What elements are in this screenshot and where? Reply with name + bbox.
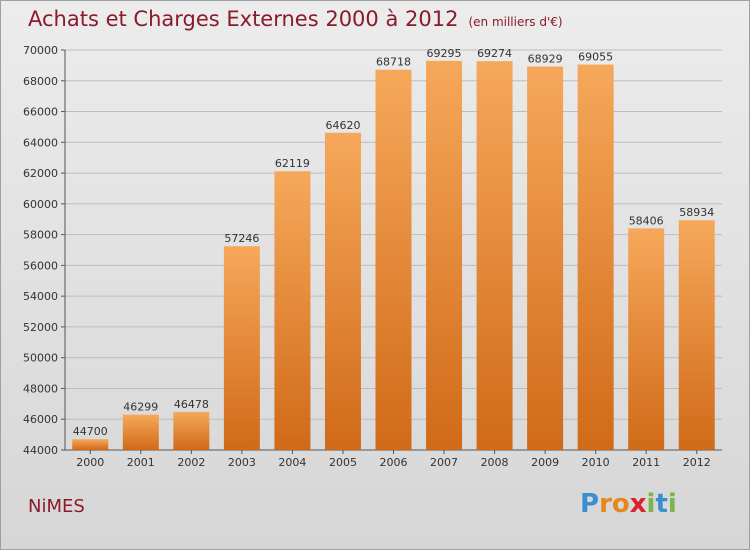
x-tick-label: 2002: [177, 456, 205, 469]
data-label: 62119: [275, 157, 310, 170]
bar: [72, 439, 109, 450]
y-tick-label: 64000: [23, 136, 58, 149]
data-label: 69274: [477, 47, 512, 60]
data-label: 68718: [376, 56, 411, 69]
x-tick-label: 2003: [228, 456, 256, 469]
logo-letter: x: [629, 489, 647, 519]
data-label: 69055: [578, 51, 613, 64]
logo-letter: i: [667, 489, 677, 519]
logo-letter: i: [646, 489, 656, 519]
y-tick-label: 54000: [23, 290, 58, 303]
bar: [122, 414, 159, 450]
bar: [173, 411, 210, 450]
y-tick-label: 48000: [23, 382, 58, 395]
data-label: 58934: [679, 206, 714, 219]
chart-title-text: Achats et Charges Externes 2000 à 2012: [28, 7, 459, 31]
logo-letter: P: [580, 489, 600, 519]
bar: [274, 171, 311, 450]
bars: 44700 46299 46478 57246 62119 64620 68718 69295…: [72, 47, 715, 451]
logo-letter: o: [611, 489, 630, 519]
x-tick-label: 2011: [632, 456, 660, 469]
data-label: 69295: [427, 47, 462, 60]
x-tick-label: 2006: [380, 456, 408, 469]
x-tick-label: 2012: [683, 456, 711, 469]
y-axis: 44000 46000 48000 50000 52000 54000 56000 58000…: [23, 44, 722, 457]
city-name: NiMES: [28, 496, 85, 517]
data-label: 68929: [528, 52, 563, 65]
x-tick-label: 2004: [278, 456, 306, 469]
y-tick-label: 70000: [23, 44, 58, 57]
bar: [426, 60, 463, 450]
data-label: 44700: [73, 425, 108, 438]
logo-letter: r: [599, 489, 612, 519]
y-tick-label: 66000: [23, 106, 58, 119]
chart-subtitle: (en milliers d'€): [468, 15, 563, 29]
y-tick-label: 50000: [23, 352, 58, 365]
x-tick-label: 2001: [127, 456, 155, 469]
x-tick-label: 2000: [76, 456, 104, 469]
bar: [678, 220, 715, 450]
y-tick-label: 52000: [23, 321, 58, 334]
data-label: 58406: [629, 214, 664, 227]
bar: [375, 69, 412, 450]
y-tick-label: 68000: [23, 75, 58, 88]
y-tick-label: 44000: [23, 444, 58, 457]
y-tick-label: 60000: [23, 198, 58, 211]
chart-title: Achats et Charges Externes 2000 à 2012 (e…: [28, 7, 563, 31]
data-label: 46299: [123, 401, 158, 414]
y-tick-label: 56000: [23, 259, 58, 272]
data-label: 46478: [174, 398, 209, 411]
x-tick-label: 2008: [481, 456, 509, 469]
logo-letter: t: [655, 489, 668, 519]
bar: [628, 228, 665, 450]
proxiti-logo[interactable]: Proxiti: [580, 489, 677, 519]
x-tick-label: 2009: [531, 456, 559, 469]
bar: [476, 61, 513, 451]
y-tick-label: 58000: [23, 229, 58, 242]
bar: [527, 66, 564, 450]
x-tick-label: 2007: [430, 456, 458, 469]
bar: [223, 246, 260, 450]
data-label: 64620: [325, 119, 360, 132]
x-tick-label: 2005: [329, 456, 357, 469]
y-tick-label: 62000: [23, 167, 58, 180]
bar: [577, 64, 614, 451]
data-label: 57246: [224, 232, 259, 245]
x-tick-label: 2010: [582, 456, 610, 469]
x-axis: 2000 2001 2002 2003 2004 2005 2006 2007 2008 2009…: [76, 450, 711, 469]
y-tick-label: 46000: [23, 413, 58, 426]
bar: [324, 132, 361, 450]
